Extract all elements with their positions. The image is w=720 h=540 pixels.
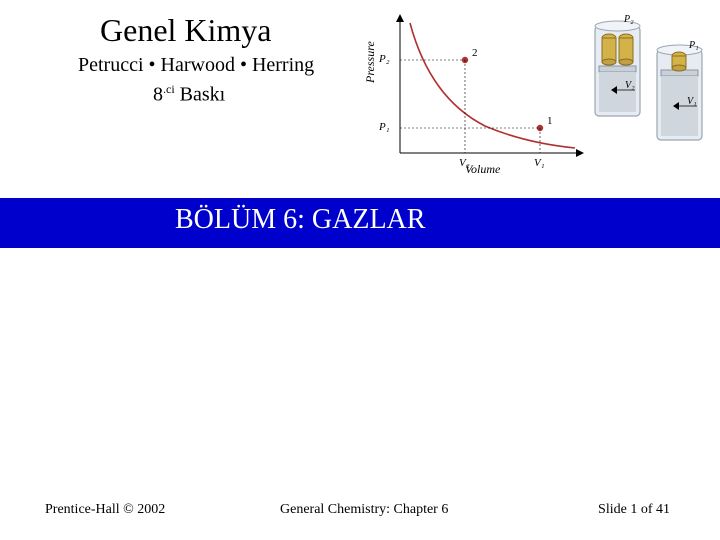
boyle-figure: Pressure Volume 2 1 P₂ P₁ V₂ V₁ [365,8,709,186]
footer-left: Prentice-Hall © 2002 [45,502,165,518]
beaker2-v-label: V₂ [625,80,635,91]
footer-right: Slide 1 of 41 [598,502,670,518]
ytick-p2: P₂ [378,53,390,65]
xtick-v1: V₁ [534,157,545,169]
edition-sup: .ci [163,82,175,96]
edition-number: 8 [153,84,163,106]
page-title: Genel Kimya [100,12,272,49]
beaker-2: P₂ V₂ [595,14,640,116]
pv-curve [410,23,575,148]
chapter-title: BÖLÜM 6: GAZLAR [175,204,425,236]
x-axis-label: Volume [465,162,501,176]
y-axis-label: Pressure [365,41,377,84]
ytick-p1: P₁ [378,121,390,133]
y-axis-arrow [396,14,404,22]
authors-line: Petrucci • Harwood • Herring [78,54,314,77]
beaker-1: P₁ V₁ [657,40,702,140]
edition-line: 8.ci Baskı [153,82,225,107]
x-axis-arrow [576,149,584,157]
xtick-v2: V₂ [459,157,470,169]
point-1-label: 1 [547,115,553,127]
footer-center: General Chemistry: Chapter 6 [280,502,448,518]
beaker2-p-label: P₂ [623,14,634,25]
beaker1-p-label: P₁ [688,40,699,51]
edition-word: Baskı [175,84,226,106]
beaker1-v-label: V₁ [687,96,697,107]
point-2-label: 2 [472,47,478,59]
